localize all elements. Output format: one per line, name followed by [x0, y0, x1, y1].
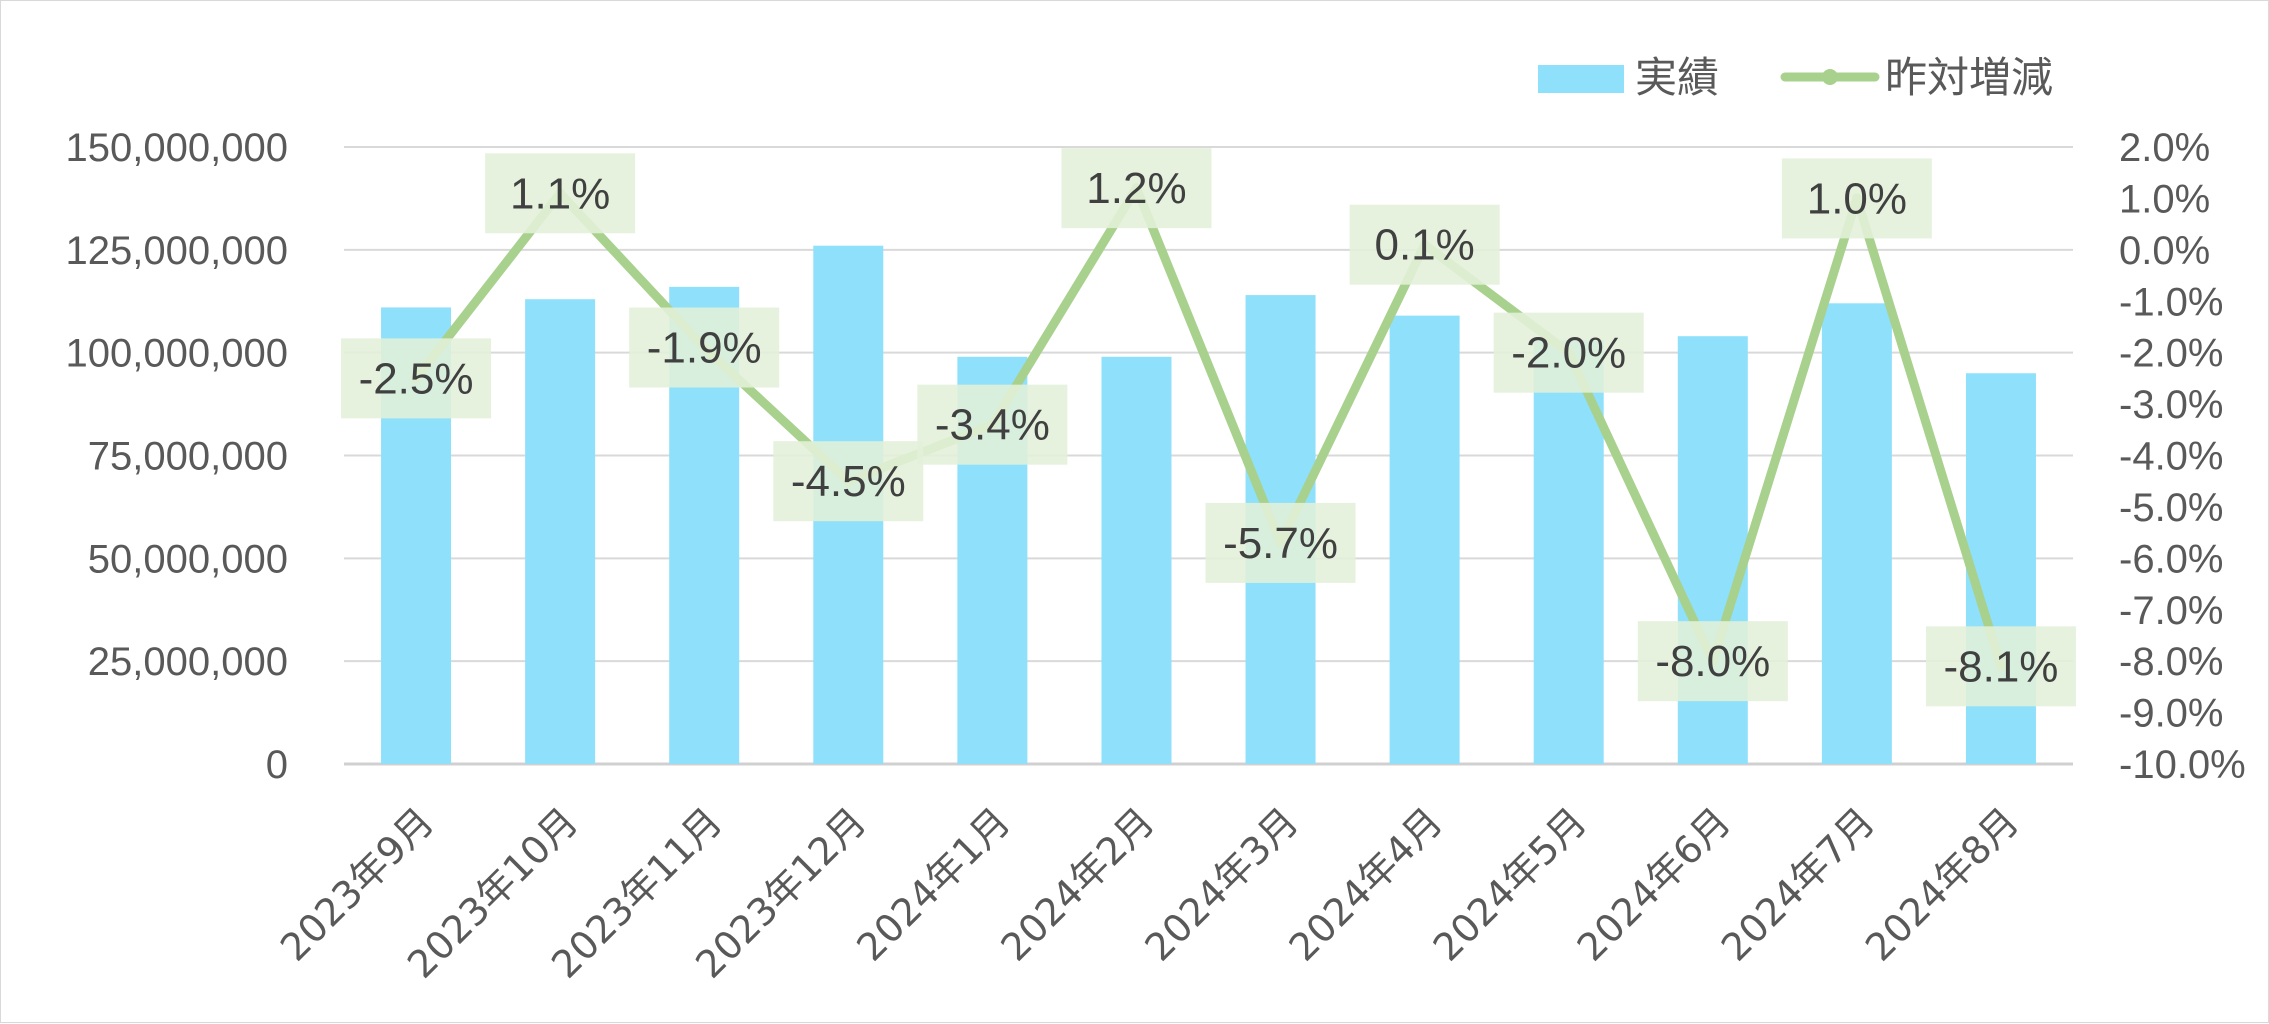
data-label: 1.2%: [1086, 164, 1186, 213]
data-label: -1.9%: [647, 324, 762, 373]
legend-label-bar: 実績: [1635, 53, 1719, 102]
right-axis-tick-label: -3.0%: [2119, 383, 2224, 427]
data-labels: -2.5% 1.1% -1.9% -4.5% -3.4% 1.2% -5.7% 0.1% -2.…: [341, 148, 2076, 707]
left-axis-tick-label: 50,000,000: [88, 537, 288, 581]
data-label: 0.1%: [1374, 221, 1474, 270]
legend-label-line: 昨対増減: [1885, 53, 2053, 102]
data-label: -3.4%: [935, 401, 1050, 450]
right-axis-tick-label: -9.0%: [2119, 692, 2224, 736]
data-label-box: [917, 384, 1068, 465]
x-axis-tick-label: 2024年7月: [1713, 799, 1883, 969]
right-axis-tick-label: 0.0%: [2119, 229, 2210, 273]
right-axis-tick-label: -4.0%: [2119, 435, 2224, 479]
bar: [1389, 315, 1460, 764]
right-axis-tick-label: -7.0%: [2119, 589, 2224, 633]
data-label-box: [341, 338, 492, 419]
data-label: -8.0%: [1655, 637, 1770, 686]
data-label: -8.1%: [1943, 642, 2058, 691]
data-label-box: [1349, 204, 1500, 285]
bar: [1821, 303, 1892, 764]
x-axis-tick-label: 2024年4月: [1281, 799, 1451, 969]
data-label: 1.0%: [1807, 174, 1907, 223]
right-axis-tick-label: -8.0%: [2119, 640, 2224, 684]
right-axis-tick-label: -6.0%: [2119, 537, 2224, 581]
legend: 実績 昨対増減: [1538, 53, 2053, 102]
x-axis-tick-label: 2024年2月: [992, 799, 1162, 969]
left-axis-tick-label: 75,000,000: [88, 435, 288, 479]
legend-swatch-marker: [1822, 69, 1838, 85]
right-axis-tick-label: 2.0%: [2119, 126, 2210, 170]
left-axis-tick-label: 150,000,000: [66, 126, 288, 170]
data-label-box: [629, 307, 780, 388]
left-axis: 0 25,000,000 50,000,000 75,000,000 100,000,0…: [66, 126, 288, 787]
x-axis-tick-label: 2024年3月: [1137, 799, 1307, 969]
data-label: -5.7%: [1223, 519, 1338, 568]
data-label: 1.1%: [510, 169, 610, 218]
x-axis-tick-label: 2024年6月: [1569, 799, 1739, 969]
data-label-box: [485, 153, 636, 234]
data-label-box: [1493, 312, 1644, 393]
data-label: -2.0%: [1511, 329, 1626, 378]
left-axis-tick-label: 100,000,000: [66, 332, 288, 376]
right-axis: -10.0% -9.0% -8.0% -7.0% -6.0% -5.0% -4.0% -3.0…: [2119, 126, 2246, 787]
line-series-path: [411, 183, 2006, 671]
data-label-box: [1781, 158, 1932, 239]
right-axis-tick-label: -5.0%: [2119, 486, 2224, 530]
right-axis-tick-label: -10.0%: [2119, 743, 2246, 787]
right-axis-tick-label: -1.0%: [2119, 280, 2224, 324]
right-axis-tick-label: 1.0%: [2119, 177, 2210, 221]
x-axis: 2023年9月2023年10月2023年11月2023年12月2024年1月20…: [272, 799, 2027, 986]
data-label: -2.5%: [359, 354, 474, 403]
left-axis-tick-label: 25,000,000: [88, 640, 288, 684]
x-axis-tick-label: 2024年8月: [1857, 799, 2027, 969]
data-label: -4.5%: [791, 457, 906, 506]
data-label-box: [773, 441, 924, 522]
data-label-box: [1205, 502, 1356, 583]
data-label-box: [1637, 621, 1788, 702]
line-series: [411, 183, 2006, 672]
left-axis-tick-label: 0: [266, 743, 288, 787]
x-axis-tick-label: 2024年5月: [1425, 799, 1595, 969]
data-label-box: [1061, 148, 1212, 229]
bar: [1101, 356, 1172, 764]
bar: [525, 299, 596, 764]
x-axis-tick-label: 2024年1月: [848, 799, 1018, 969]
data-label-box: [1925, 626, 2076, 707]
right-axis-tick-label: -2.0%: [2119, 332, 2224, 376]
legend-swatch-bar: [1538, 65, 1624, 93]
left-axis-tick-label: 125,000,000: [66, 229, 288, 273]
